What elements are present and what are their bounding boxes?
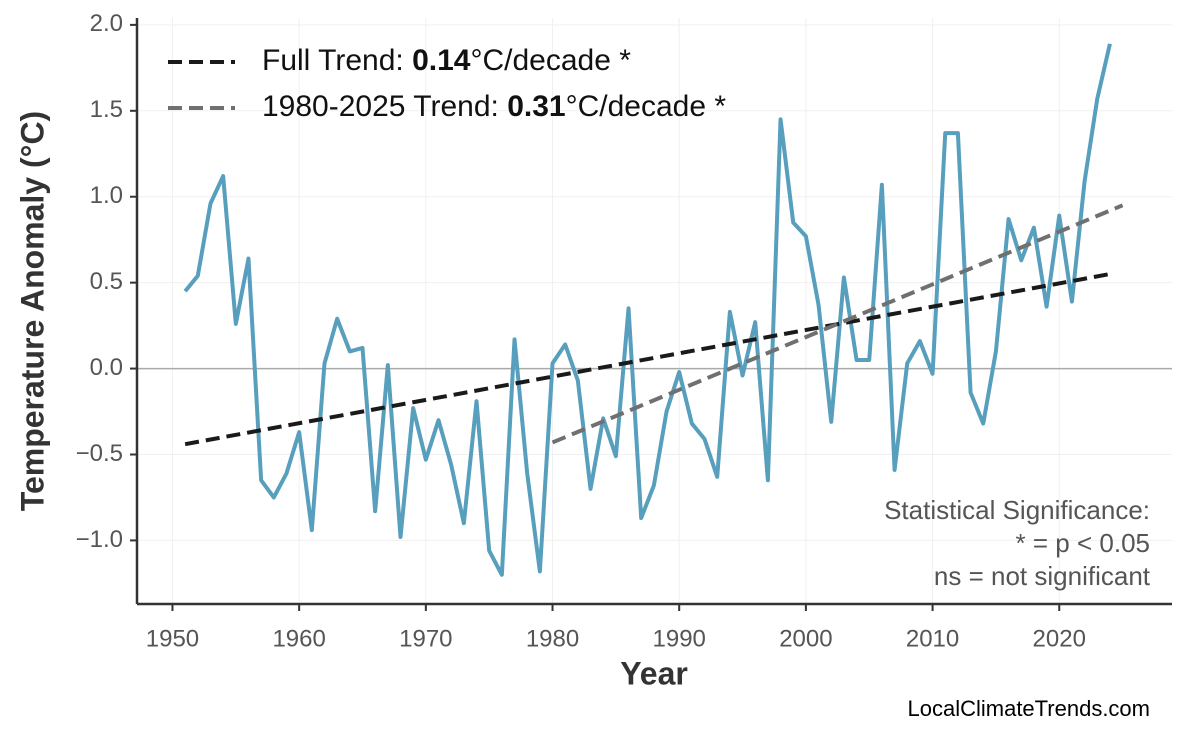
trend-line [184, 272, 1111, 447]
y-tick-label: −1.0 [76, 526, 123, 553]
y-tick-label: 1.0 [90, 182, 123, 209]
x-tick-label: 2010 [906, 625, 959, 652]
y-tick-label: −0.5 [76, 440, 123, 467]
y-tick-label: 0.5 [90, 268, 123, 295]
data-line [183, 43, 1112, 577]
legend-name: Full Trend: [262, 44, 412, 77]
x-axis-title: Year [620, 655, 688, 691]
x-tick-label: 1970 [399, 625, 452, 652]
x-tick-label: 1960 [272, 625, 325, 652]
y-tick-label: 1.5 [90, 96, 123, 123]
annotation: ns = not significant [934, 561, 1151, 591]
trend-line [551, 203, 1124, 445]
x-tick-label: 1980 [526, 625, 579, 652]
legend-name: 1980-2025 Trend: [262, 90, 507, 123]
legend-trend-value: 0.14 [412, 44, 471, 77]
x-tick-label: 1990 [653, 625, 706, 652]
y-axis-title: Temperature Anomaly (°C) [14, 111, 50, 511]
legend-label: Full Trend: 0.14°C/decade * [262, 44, 631, 77]
x-tick-label: 2000 [779, 625, 832, 652]
legend-trend-suffix: °C/decade * [470, 44, 631, 77]
annotation: Statistical Significance: [884, 495, 1150, 525]
x-tick-label: 1950 [146, 625, 199, 652]
source: LocalClimateTrends.com [908, 696, 1151, 721]
legend-trend-value: 0.31 [507, 90, 565, 123]
y-tick-label: 2.0 [90, 10, 123, 37]
legend-trend-suffix: °C/decade * [566, 90, 727, 123]
y-tick-label: 0.0 [90, 354, 123, 381]
x-tick-label: 2020 [1033, 625, 1086, 652]
legend-label: 1980-2025 Trend: 0.31°C/decade * [262, 90, 726, 123]
annotation: * = p < 0.05 [1016, 528, 1150, 558]
